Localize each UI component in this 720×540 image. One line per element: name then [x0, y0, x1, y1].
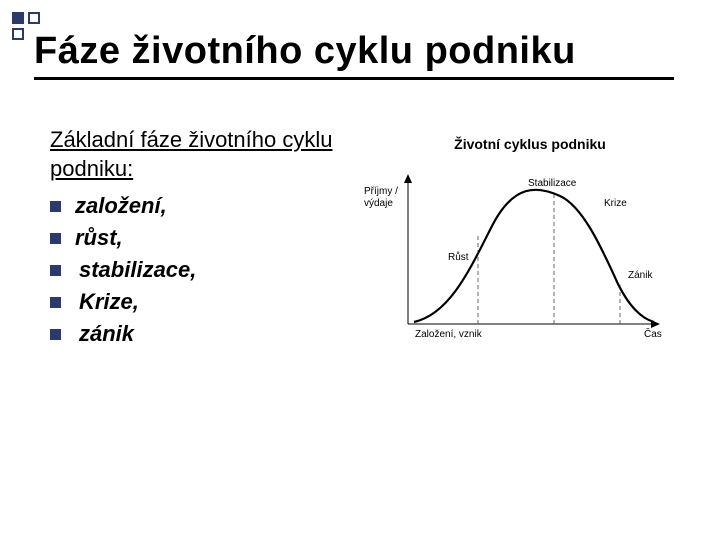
list-item: stabilizace, — [50, 257, 360, 283]
list-item: Krize, — [50, 289, 360, 315]
page-title: Fáze životního cyklu podniku — [34, 30, 690, 73]
title-block: Fáze životního cyklu podniku — [0, 0, 720, 86]
chart-svg: Příjmy /výdaje Čas Stabilizace Krize Růst Zán… — [360, 164, 670, 344]
svg-text:Krize: Krize — [604, 198, 627, 209]
phase-label: růst, — [75, 225, 123, 251]
lifecycle-chart: Příjmy /výdaje Čas Stabilizace Krize Růst Zán… — [360, 164, 670, 344]
svg-text:Stabilizace: Stabilizace — [528, 178, 577, 189]
phase-label: stabilizace, — [79, 257, 196, 283]
deco-square — [28, 12, 40, 24]
chart-title: Životní cyklus podniku — [360, 136, 700, 152]
list-item: zánik — [50, 321, 360, 347]
square-bullet-icon — [50, 265, 61, 276]
intro-text: Základní fáze životního cyklu podniku: — [50, 126, 360, 183]
deco-square — [12, 12, 24, 24]
svg-text:Založení, vznik: Založení, vznik — [415, 329, 483, 340]
chart-column: Životní cyklus podniku Příjmy /výdaje Čas… — [360, 126, 700, 353]
square-bullet-icon — [50, 201, 61, 212]
phase-list: založení, růst, stabilizace, Krize, zánik — [50, 193, 360, 347]
title-underline — [34, 77, 674, 80]
square-bullet-icon — [50, 233, 61, 244]
square-bullet-icon — [50, 329, 61, 340]
content-row: Základní fáze životního cyklu podniku: z… — [0, 86, 720, 353]
phase-label: Krize, — [79, 289, 139, 315]
list-item: založení, — [50, 193, 360, 219]
list-item: růst, — [50, 225, 360, 251]
phase-label: založení, — [75, 193, 167, 219]
svg-text:Růst: Růst — [448, 251, 469, 263]
deco-square — [12, 28, 24, 40]
svg-text:Příjmy /: Příjmy / — [364, 186, 398, 197]
corner-decoration — [12, 12, 40, 40]
square-bullet-icon — [50, 297, 61, 308]
text-column: Základní fáze životního cyklu podniku: z… — [50, 126, 360, 353]
svg-text:výdaje: výdaje — [364, 198, 393, 209]
phase-label: zánik — [79, 321, 134, 347]
svg-text:Čas: Čas — [644, 327, 662, 340]
svg-text:Zánik: Zánik — [628, 270, 653, 281]
